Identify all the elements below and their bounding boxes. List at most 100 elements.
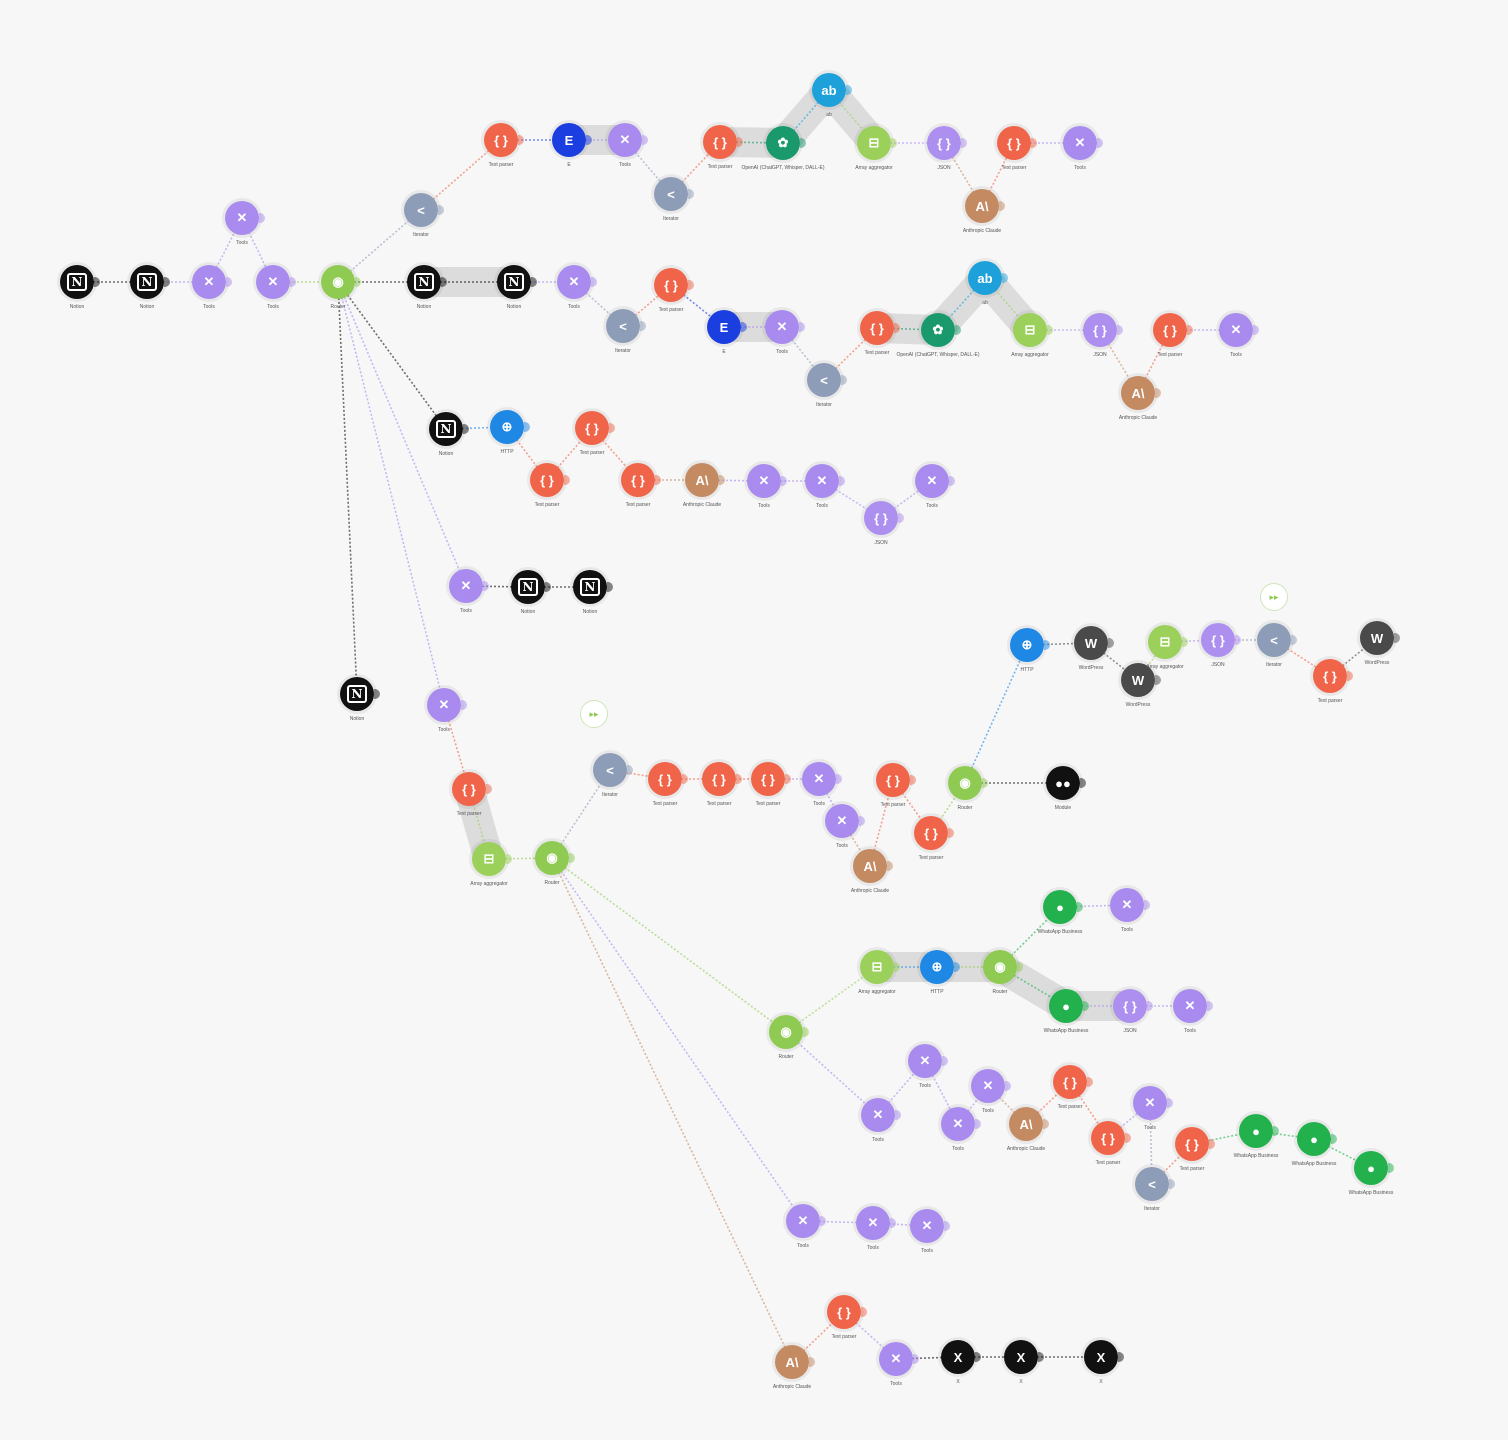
module-tools[interactable]: ✕ (856, 1206, 896, 1240)
module-whatsapp[interactable]: ● (1297, 1122, 1337, 1156)
connector-handle[interactable] (1169, 1179, 1175, 1189)
module-tools[interactable]: ✕ (941, 1107, 981, 1141)
module-aggregator[interactable]: ⊟ (860, 950, 900, 984)
connector-handle[interactable] (800, 138, 806, 148)
module-textparser[interactable]: { } (1175, 1127, 1215, 1161)
connector-handle[interactable] (1077, 902, 1083, 912)
connector-handle[interactable] (1108, 638, 1114, 648)
connector-handle[interactable] (719, 475, 725, 485)
connector-handle[interactable] (1207, 1001, 1213, 1011)
module-iterator[interactable]: < (1257, 623, 1297, 657)
module-textparser[interactable]: { } (1153, 313, 1193, 347)
module-tools[interactable]: ✕ (192, 265, 232, 299)
module-http[interactable]: ⊕ (490, 410, 530, 444)
connector-handle[interactable] (803, 1027, 809, 1037)
connector-handle[interactable] (642, 135, 648, 145)
module-wordpress[interactable]: W (1074, 626, 1114, 660)
connector-handle[interactable] (1331, 1134, 1337, 1144)
connector-handle[interactable] (948, 828, 954, 838)
connector-handle[interactable] (1080, 778, 1086, 788)
connector-handle[interactable] (655, 475, 661, 485)
module-tools[interactable]: ✕ (786, 1204, 826, 1238)
module-textparser[interactable]: { } (914, 816, 954, 850)
connector-handle[interactable] (1394, 633, 1400, 643)
connector-handle[interactable] (226, 277, 232, 287)
module-notion[interactable]: N (573, 570, 613, 604)
connector-handle[interactable] (954, 962, 960, 972)
connector-handle[interactable] (374, 689, 380, 699)
module-notion[interactable]: N (60, 265, 100, 299)
connection-line[interactable] (337, 281, 445, 706)
connection-line[interactable] (1191, 1130, 1257, 1145)
connector-handle[interactable] (859, 816, 865, 826)
module-anthropic[interactable]: A\ (1121, 376, 1161, 410)
connector-handle[interactable] (688, 280, 694, 290)
module-tools[interactable]: ✕ (765, 310, 805, 344)
module-iterator[interactable]: < (807, 363, 847, 397)
module-textparser[interactable]: { } (1313, 659, 1353, 693)
connector-handle[interactable] (94, 277, 100, 287)
connector-handle[interactable] (461, 700, 467, 710)
module-anthropic[interactable]: A\ (1009, 1107, 1049, 1141)
connection-line[interactable] (337, 281, 467, 587)
connector-handle[interactable] (1031, 138, 1037, 148)
connection-line[interactable] (1273, 639, 1331, 677)
connector-handle[interactable] (688, 189, 694, 199)
connector-handle[interactable] (164, 277, 170, 287)
connector-handle[interactable] (1155, 388, 1161, 398)
module-router[interactable]: ◉ (769, 1015, 809, 1049)
connector-handle[interactable] (1388, 1163, 1394, 1173)
module-tools[interactable]: ✕ (915, 464, 955, 498)
module-textparser[interactable]: { } (575, 411, 615, 445)
module-json[interactable]: { } (927, 126, 967, 160)
connector-handle[interactable] (1117, 325, 1123, 335)
connector-handle[interactable] (545, 582, 551, 592)
module-anthropic[interactable]: A\ (685, 463, 725, 497)
module-whatsapp[interactable]: ● (1354, 1151, 1394, 1185)
connector-handle[interactable] (1044, 640, 1050, 650)
module-tools[interactable]: ✕ (449, 569, 489, 603)
connection-line[interactable] (785, 966, 878, 1033)
module-x[interactable]: X (1004, 1340, 1044, 1374)
module-iterator[interactable]: < (1135, 1167, 1175, 1201)
module-anthropic[interactable]: A\ (853, 849, 893, 883)
connection-line[interactable] (337, 281, 447, 430)
module-wordpress[interactable]: W (1121, 663, 1161, 697)
connector-handle[interactable] (1291, 635, 1297, 645)
connector-handle[interactable] (1235, 635, 1241, 645)
connector-handle[interactable] (841, 375, 847, 385)
connector-handle[interactable] (564, 475, 570, 485)
module-tools[interactable]: ✕ (861, 1098, 901, 1132)
connector-handle[interactable] (894, 962, 900, 972)
module-tools[interactable]: ✕ (427, 688, 467, 722)
module-router[interactable]: ◉ (321, 265, 361, 299)
module-iterator[interactable]: < (606, 309, 646, 343)
connector-handle[interactable] (290, 277, 296, 287)
module-tools[interactable]: ✕ (1063, 126, 1103, 160)
module-textparser[interactable]: { } (876, 763, 916, 797)
module-whatsapp[interactable]: ● (1043, 890, 1083, 924)
connector-handle[interactable] (1083, 1001, 1089, 1011)
module-textparser[interactable]: { } (997, 126, 1037, 160)
module-json[interactable]: { } (1083, 313, 1123, 347)
connector-handle[interactable] (586, 135, 592, 145)
flow-control-icon[interactable]: ▸▸ (580, 700, 608, 728)
module-wordpress[interactable]: W (1360, 621, 1400, 655)
connector-handle[interactable] (895, 1110, 901, 1120)
connection-line[interactable] (892, 779, 932, 834)
connector-handle[interactable] (640, 321, 646, 331)
module-textparser[interactable]: { } (860, 311, 900, 345)
module-notion[interactable]: N (429, 412, 469, 446)
connection-line[interactable] (785, 1031, 879, 1116)
flow-control-icon[interactable]: ▸▸ (1260, 583, 1288, 611)
connector-handle[interactable] (999, 201, 1005, 211)
connector-handle[interactable] (781, 476, 787, 486)
module-textparser[interactable]: { } (702, 762, 742, 796)
connector-handle[interactable] (1144, 900, 1150, 910)
module-aggregator[interactable]: ⊟ (1148, 625, 1188, 659)
module-openai[interactable]: ✿ (921, 313, 961, 347)
connector-handle[interactable] (809, 1357, 815, 1367)
connector-handle[interactable] (741, 322, 747, 332)
connector-handle[interactable] (486, 784, 492, 794)
connector-handle[interactable] (894, 323, 900, 333)
